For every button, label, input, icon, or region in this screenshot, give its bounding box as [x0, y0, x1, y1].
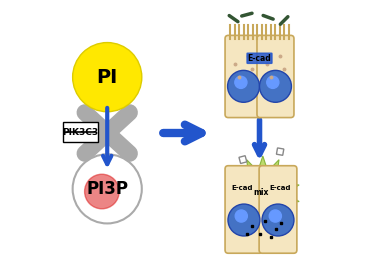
Text: PIK3C3: PIK3C3 [62, 128, 99, 137]
Text: PI3P: PI3P [86, 180, 128, 198]
Bar [277, 148, 284, 155]
FancyBboxPatch shape [225, 35, 262, 118]
Polygon shape [227, 156, 299, 230]
FancyBboxPatch shape [259, 166, 297, 253]
Circle shape [73, 154, 142, 223]
Circle shape [73, 43, 142, 112]
Circle shape [235, 210, 247, 222]
Circle shape [267, 76, 279, 88]
FancyBboxPatch shape [225, 166, 263, 253]
Circle shape [228, 204, 260, 236]
Bar [239, 156, 247, 164]
Text: PI: PI [97, 68, 118, 87]
Text: mix: mix [254, 188, 269, 197]
Circle shape [235, 76, 247, 88]
Text: E-cad: E-cad [248, 54, 271, 63]
Text: E-cad: E-cad [231, 185, 252, 190]
Circle shape [228, 70, 259, 102]
Circle shape [85, 174, 119, 209]
Text: E-cad: E-cad [269, 185, 291, 190]
Circle shape [269, 210, 282, 222]
Circle shape [262, 204, 294, 236]
FancyBboxPatch shape [63, 122, 98, 142]
FancyBboxPatch shape [257, 35, 294, 118]
Circle shape [259, 70, 291, 102]
